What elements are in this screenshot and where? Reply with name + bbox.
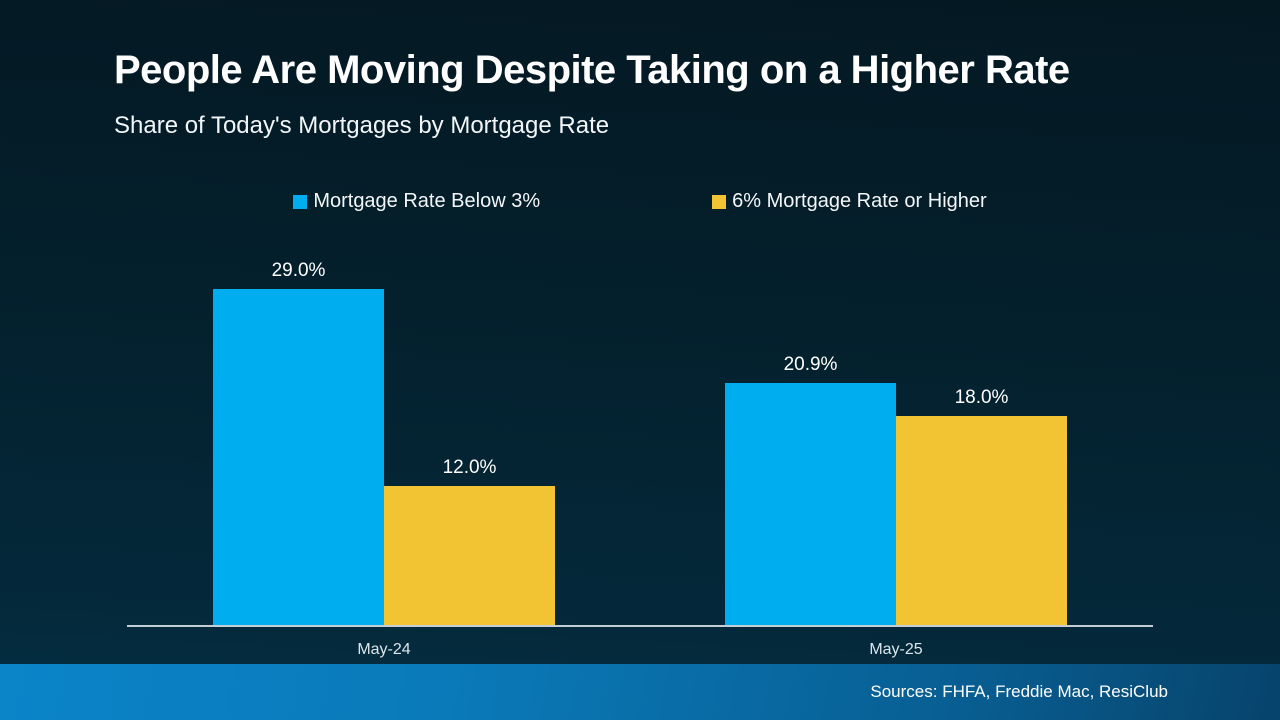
legend-item-below-3pct: Mortgage Rate Below 3% — [293, 190, 540, 213]
plot-area: 29.0% 12.0% May-24 20.9% 18.0% May-25 — [127, 240, 1153, 658]
x-axis-label: May-25 — [869, 641, 923, 658]
footer-band: Sources: FHFA, Freddie Mac, ResiClub — [0, 664, 1280, 720]
legend-label-below-3pct: Mortgage Rate Below 3% — [313, 190, 541, 212]
bar-value-label: 18.0% — [954, 387, 1009, 408]
legend-item-6pct-or-higher: 6% Mortgage Rate or Higher — [712, 190, 987, 213]
bar-group-may-25: 20.9% 18.0% May-25 — [725, 354, 1067, 658]
legend-label-6pct-or-higher: 6% Mortgage Rate or Higher — [732, 190, 987, 212]
bar-value-label: 20.9% — [783, 354, 838, 375]
bar-group-may-24: 29.0% 12.0% May-24 — [213, 260, 555, 658]
chart-title: People Are Moving Despite Taking on a Hi… — [114, 48, 1070, 92]
bar-mortgage-rate-below-3-: 29.0% — [213, 260, 384, 625]
legend: Mortgage Rate Below 3% 6% Mortgage Rate … — [0, 190, 1280, 213]
bar-value-label: 12.0% — [442, 457, 497, 478]
bar-mortgage-rate-below-3-: 20.9% — [725, 354, 896, 625]
legend-swatch-blue-icon — [293, 194, 308, 209]
bar-6-mortgage-rate-or-higher: 18.0% — [896, 387, 1067, 625]
chart-subtitle: Share of Today's Mortgages by Mortgage R… — [114, 112, 610, 139]
sources-text: Sources: FHFA, Freddie Mac, ResiClub — [870, 682, 1168, 701]
x-axis-label: May-24 — [357, 641, 411, 658]
bar-6-mortgage-rate-or-higher: 12.0% — [384, 457, 555, 625]
bar-value-label: 29.0% — [271, 260, 326, 281]
legend-swatch-yellow-icon — [712, 194, 727, 209]
